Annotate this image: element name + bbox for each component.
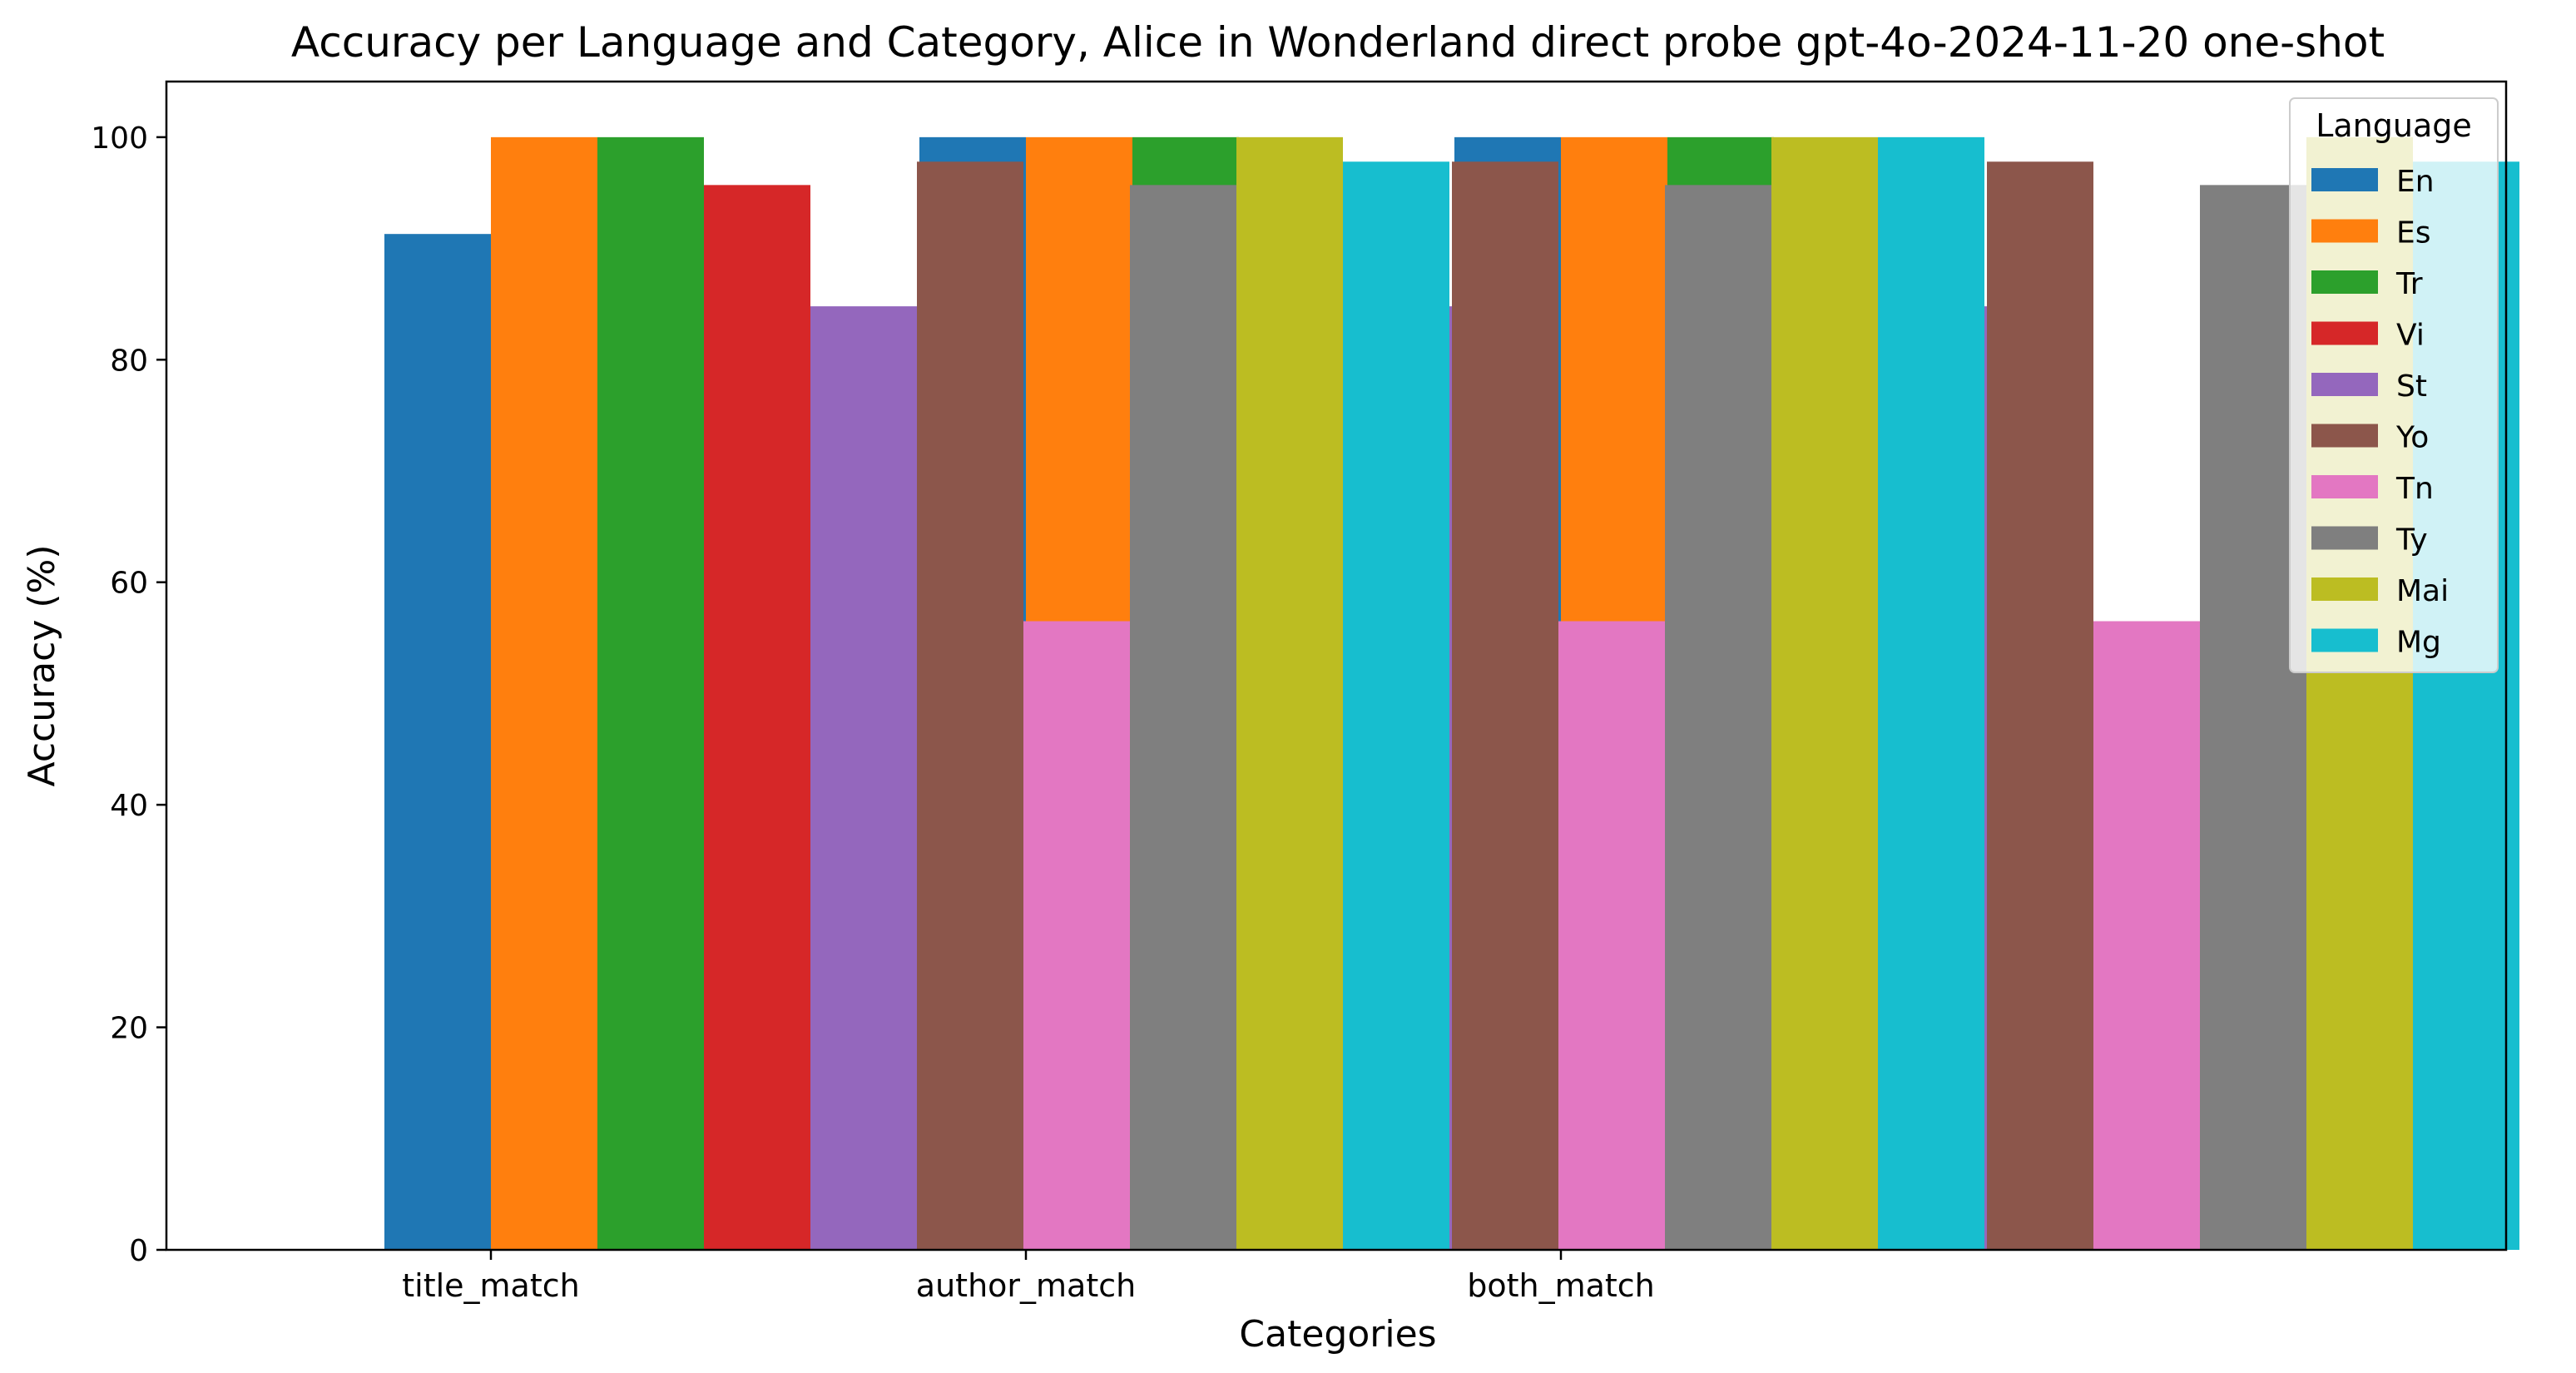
- legend-label-tn: Tn: [2395, 472, 2434, 506]
- plot-frame: [165, 80, 2508, 1252]
- legend-swatch-st: [2311, 373, 2378, 396]
- bar-yo-both_match: [1987, 161, 2093, 1250]
- bar-mg-author_match: [1878, 136, 1984, 1250]
- bars-layer: [384, 136, 2519, 1251]
- legend-swatch-mai: [2311, 577, 2378, 601]
- legend-label-es: Es: [2396, 216, 2431, 250]
- bar-tn-author_match: [1558, 621, 1665, 1250]
- x-axis-label: Categories: [1239, 1313, 1436, 1356]
- y-tick-label: 0: [129, 1234, 148, 1268]
- legend-label-tr: Tr: [2395, 267, 2423, 301]
- legend-swatch-es: [2311, 219, 2378, 243]
- legend-swatch-vi: [2311, 321, 2378, 345]
- legend-swatch-mg: [2311, 628, 2378, 652]
- bar-ty-author_match: [1665, 185, 1771, 1251]
- legend-label-mai: Mai: [2396, 574, 2449, 608]
- bar-ty-both_match: [2200, 185, 2306, 1251]
- y-tick-label: 40: [110, 789, 148, 823]
- x-tick-label-both_match: both_match: [1467, 1267, 1655, 1304]
- x-tick-label-author_match: author_match: [916, 1267, 1136, 1304]
- bar-st-title_match: [810, 306, 917, 1251]
- legend-items: En Es Tr Vi St Yo Tn Ty Mai Mg: [2311, 165, 2449, 660]
- bar-tn-title_match: [1023, 621, 1130, 1250]
- bar-vi-title_match: [704, 185, 810, 1251]
- y-axis-label: Accuracy (%): [21, 544, 63, 786]
- bar-mai-author_match: [1771, 136, 1878, 1250]
- legend-title: Language: [2316, 107, 2472, 144]
- bar-ty-title_match: [1130, 185, 1236, 1251]
- bar-en-title_match: [384, 234, 491, 1250]
- bar-yo-author_match: [1452, 161, 1558, 1250]
- legend-label-mg: Mg: [2396, 626, 2441, 660]
- legend-label-ty: Ty: [2395, 523, 2428, 558]
- legend-swatch-en: [2311, 168, 2378, 191]
- bar-mai-title_match: [1236, 136, 1343, 1250]
- bar-yo-title_match: [917, 161, 1023, 1250]
- legend-label-st: St: [2396, 369, 2427, 404]
- bar-mg-title_match: [1343, 161, 1449, 1250]
- y-tick-label: 80: [110, 344, 148, 378]
- chart-title: Accuracy per Language and Category, Alic…: [291, 18, 2385, 67]
- legend: Language En Es Tr Vi St Yo Tn Ty Mai Mg: [2289, 97, 2499, 673]
- axes-layer: 0 20 40 60 80 100 title_match author_match both_…: [91, 80, 2508, 1304]
- legend-label-yo: Yo: [2395, 421, 2429, 455]
- y-tick-label: 20: [110, 1012, 148, 1046]
- y-tick-label: 100: [91, 121, 148, 156]
- legend-swatch-tn: [2311, 475, 2378, 498]
- legend-swatch-yo: [2311, 424, 2378, 448]
- bar-es-title_match: [491, 136, 597, 1250]
- x-tick-label-title_match: title_match: [402, 1267, 579, 1304]
- legend-swatch-ty: [2311, 526, 2378, 550]
- bar-tn-both_match: [2093, 621, 2200, 1250]
- bar-tr-title_match: [597, 136, 704, 1250]
- legend-label-vi: Vi: [2396, 319, 2425, 353]
- legend-label-en: En: [2396, 165, 2435, 199]
- legend-swatch-tr: [2311, 270, 2378, 294]
- y-tick-label: 60: [110, 567, 148, 601]
